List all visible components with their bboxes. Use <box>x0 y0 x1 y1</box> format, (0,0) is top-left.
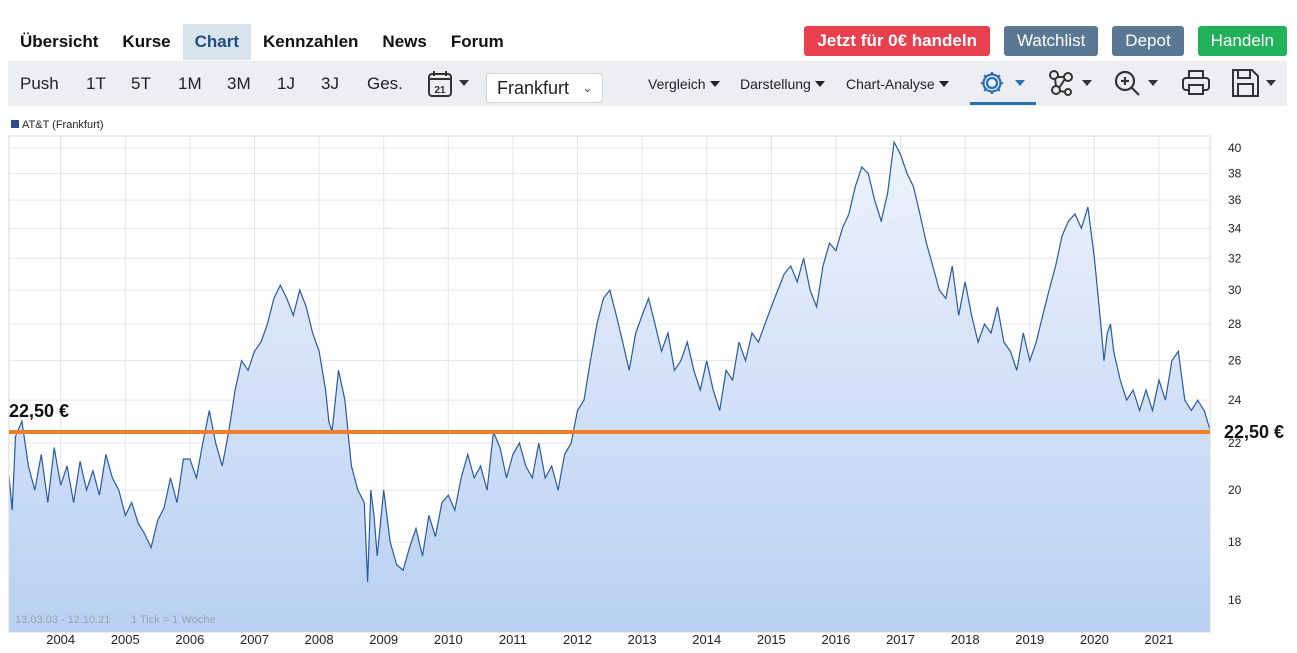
handeln-button[interactable]: Handeln <box>1197 26 1287 56</box>
chart-legend: AT&T (Frankfurt) <box>11 119 104 131</box>
tab-news[interactable]: News <box>382 32 427 51</box>
x-tick-label: 2010 <box>434 632 463 647</box>
menu-vergleich-label: Vergleich <box>648 76 706 92</box>
tick-note: 1 Tick = 1 Woche <box>131 614 215 626</box>
legend-swatch <box>11 120 19 128</box>
tab-forum[interactable]: Forum <box>450 32 504 51</box>
x-tick-label: 2015 <box>757 632 786 647</box>
exchange-value: Frankfurt <box>497 78 570 98</box>
action-buttons: Jetzt für 0€ handeln Watchlist Depot Han… <box>804 26 1287 56</box>
period-1m[interactable]: 1M <box>178 74 202 93</box>
caret-down-icon <box>709 81 720 87</box>
plot-frame <box>8 135 1211 633</box>
y-tick-label: 40 <box>1228 141 1242 155</box>
watchlist-button[interactable]: Watchlist <box>1003 26 1099 56</box>
y-tick-label: 30 <box>1228 283 1242 297</box>
main-nav: Übersicht Kurse Chart Kennzahlen News Fo… <box>0 24 516 60</box>
zoom-icon[interactable] <box>1112 67 1164 104</box>
period-1j[interactable]: 1J <box>277 74 295 93</box>
period-push[interactable]: Push <box>20 74 59 93</box>
y-tick-label: 20 <box>1228 483 1242 497</box>
x-tick-label: 2016 <box>821 632 850 647</box>
calendar-day: 21 <box>434 85 446 96</box>
menu-darstellung-label: Darstellung <box>740 76 811 92</box>
x-tick-label: 2021 <box>1145 632 1174 647</box>
menu-vergleich[interactable]: Vergleich <box>648 76 720 92</box>
period-3j[interactable]: 3J <box>321 74 339 93</box>
x-tick-label: 2014 <box>692 632 721 647</box>
tab-chart[interactable]: Chart <box>182 24 252 60</box>
price-line <box>8 140 1211 583</box>
x-tick-label: 2012 <box>563 632 592 647</box>
tab-kennzahlen[interactable]: Kennzahlen <box>263 32 359 51</box>
y-axis: 16 18 20 22 24 26 28 30 32 34 36 38 40 <box>1228 141 1242 607</box>
network-icon[interactable] <box>1046 67 1098 104</box>
active-indicator <box>970 102 1036 105</box>
save-icon[interactable] <box>1230 67 1282 104</box>
x-tick-label: 2020 <box>1080 632 1109 647</box>
y-tick-label: 26 <box>1228 354 1242 368</box>
x-tick-label: 2013 <box>628 632 657 647</box>
period-ges[interactable]: Ges. <box>367 74 403 93</box>
x-tick-label: 2006 <box>175 632 204 647</box>
y-tick-label: 28 <box>1228 317 1242 331</box>
x-tick-label: 2007 <box>240 632 269 647</box>
y-tick-label: 34 <box>1228 221 1242 235</box>
y-tick-label: 24 <box>1228 393 1242 407</box>
x-tick-label: 2005 <box>111 632 140 647</box>
y-tick-label: 36 <box>1228 193 1242 207</box>
caret-down-icon <box>814 81 825 87</box>
y-tick-label: 18 <box>1228 535 1242 549</box>
period-1t[interactable]: 1T <box>86 74 106 93</box>
y-tick-label: 22 <box>1228 436 1242 450</box>
menu-darstellung[interactable]: Darstellung <box>740 76 825 92</box>
price-area <box>9 142 1210 632</box>
exchange-select[interactable]: Frankfurt ⌄ <box>486 73 603 103</box>
printer-icon[interactable] <box>1180 67 1212 104</box>
legend-label: AT&T (Frankfurt) <box>22 119 104 131</box>
caret-down-icon <box>938 81 949 87</box>
y-tick-label: 38 <box>1228 166 1242 180</box>
depot-button[interactable]: Depot <box>1112 26 1184 56</box>
tab-kurse[interactable]: Kurse <box>122 32 171 51</box>
chart-toolbar: Push 1T 5T 1M 3M 1J 3J Ges. 21 Frankfurt… <box>8 61 1287 106</box>
hline-label-left: 22,50 € <box>9 401 69 421</box>
x-tick-label: 2019 <box>1015 632 1044 647</box>
date-range-note: 13.03.03 - 12.10.21 <box>15 614 110 626</box>
x-tick-label: 2008 <box>305 632 334 647</box>
menu-chart-analyse-label: Chart-Analyse <box>846 76 935 92</box>
y-tick-label: 32 <box>1228 251 1242 265</box>
y-tick-label: 16 <box>1228 593 1242 607</box>
hline-label-right: 22,50 € <box>1224 422 1284 442</box>
tab-uebersicht[interactable]: Übersicht <box>20 32 99 51</box>
calendar-icon[interactable]: 21 <box>428 69 474 106</box>
x-axis: 2004 2005 2006 2007 2008 2009 2010 2011 2012 2013… <box>46 632 1173 647</box>
gear-icon[interactable] <box>978 67 1034 104</box>
x-tick-label: 2011 <box>499 632 527 647</box>
menu-chart-analyse[interactable]: Chart-Analyse <box>846 76 949 92</box>
x-tick-label: 2017 <box>886 632 915 647</box>
chevron-down-icon: ⌄ <box>582 80 593 95</box>
trade-free-button[interactable]: Jetzt für 0€ handeln <box>804 26 990 56</box>
x-tick-label: 2018 <box>951 632 980 647</box>
x-tick-label: 2009 <box>369 632 398 647</box>
period-3m[interactable]: 3M <box>227 74 251 93</box>
period-5t[interactable]: 5T <box>131 74 151 93</box>
x-tick-label: 2004 <box>46 632 75 647</box>
